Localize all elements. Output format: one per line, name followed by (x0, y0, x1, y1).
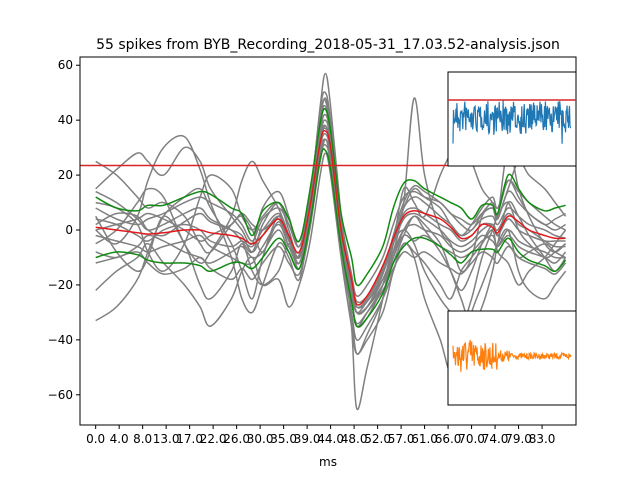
x-tick-label: 8.0 (133, 432, 152, 446)
spike-trace-12 (95, 132, 566, 314)
inset-top-plot (447, 71, 577, 167)
inset-top-signal (452, 100, 572, 144)
band-upper-line (95, 108, 566, 287)
x-tick-label: 48.0 (341, 432, 368, 446)
chart-title: 55 spikes from BYB_Recording_2018-05-31_… (96, 37, 560, 53)
x-axis-label: ms (319, 455, 337, 469)
y-tick-label: 20 (58, 168, 73, 182)
x-tick-label: 57.0 (388, 432, 415, 446)
band-lower-line (95, 148, 567, 328)
x-tick-label: 30.0 (247, 432, 274, 446)
x-tick-label: 4.0 (110, 432, 129, 446)
x-tick-label: 44.0 (317, 432, 344, 446)
x-tick-label: 70.0 (458, 432, 485, 446)
x-tick-label: 17.0 (176, 432, 203, 446)
spike-trace-16 (95, 127, 566, 309)
x-tick-label: 61.0 (411, 432, 438, 446)
mean-trace-line (95, 129, 566, 306)
y-tick-label: −60 (48, 388, 73, 402)
x-tick-label: 26.0 (223, 432, 250, 446)
x-tick-label: 13.0 (153, 432, 180, 446)
y-tick-label: 0 (65, 223, 73, 237)
x-tick-label: 22.0 (200, 432, 227, 446)
x-tick-label: 39.0 (294, 432, 321, 446)
inset-bottom-signal (452, 339, 572, 372)
inset-bottom-plot (447, 310, 577, 406)
x-tick-label: 52.0 (364, 432, 391, 446)
y-tick-label: 60 (58, 58, 73, 72)
x-tick-label: 83.0 (529, 432, 556, 446)
y-tick-label: 40 (58, 113, 73, 127)
x-tick-label: 74.0 (482, 432, 509, 446)
spike-trace-5 (95, 124, 567, 342)
x-tick-label: 35.0 (270, 432, 297, 446)
x-tick-label: 66.0 (435, 432, 462, 446)
y-tick-label: −40 (48, 333, 73, 347)
y-tick-label: −20 (48, 278, 73, 292)
plot-frame (79, 56, 577, 426)
x-tick-label: 79.0 (505, 432, 532, 446)
axes: 60 40 20 0 −20 −40 −60 0.0 4.0 8.0 13.017.022.026.… (48, 58, 556, 446)
x-tick-label: 0.0 (86, 432, 105, 446)
